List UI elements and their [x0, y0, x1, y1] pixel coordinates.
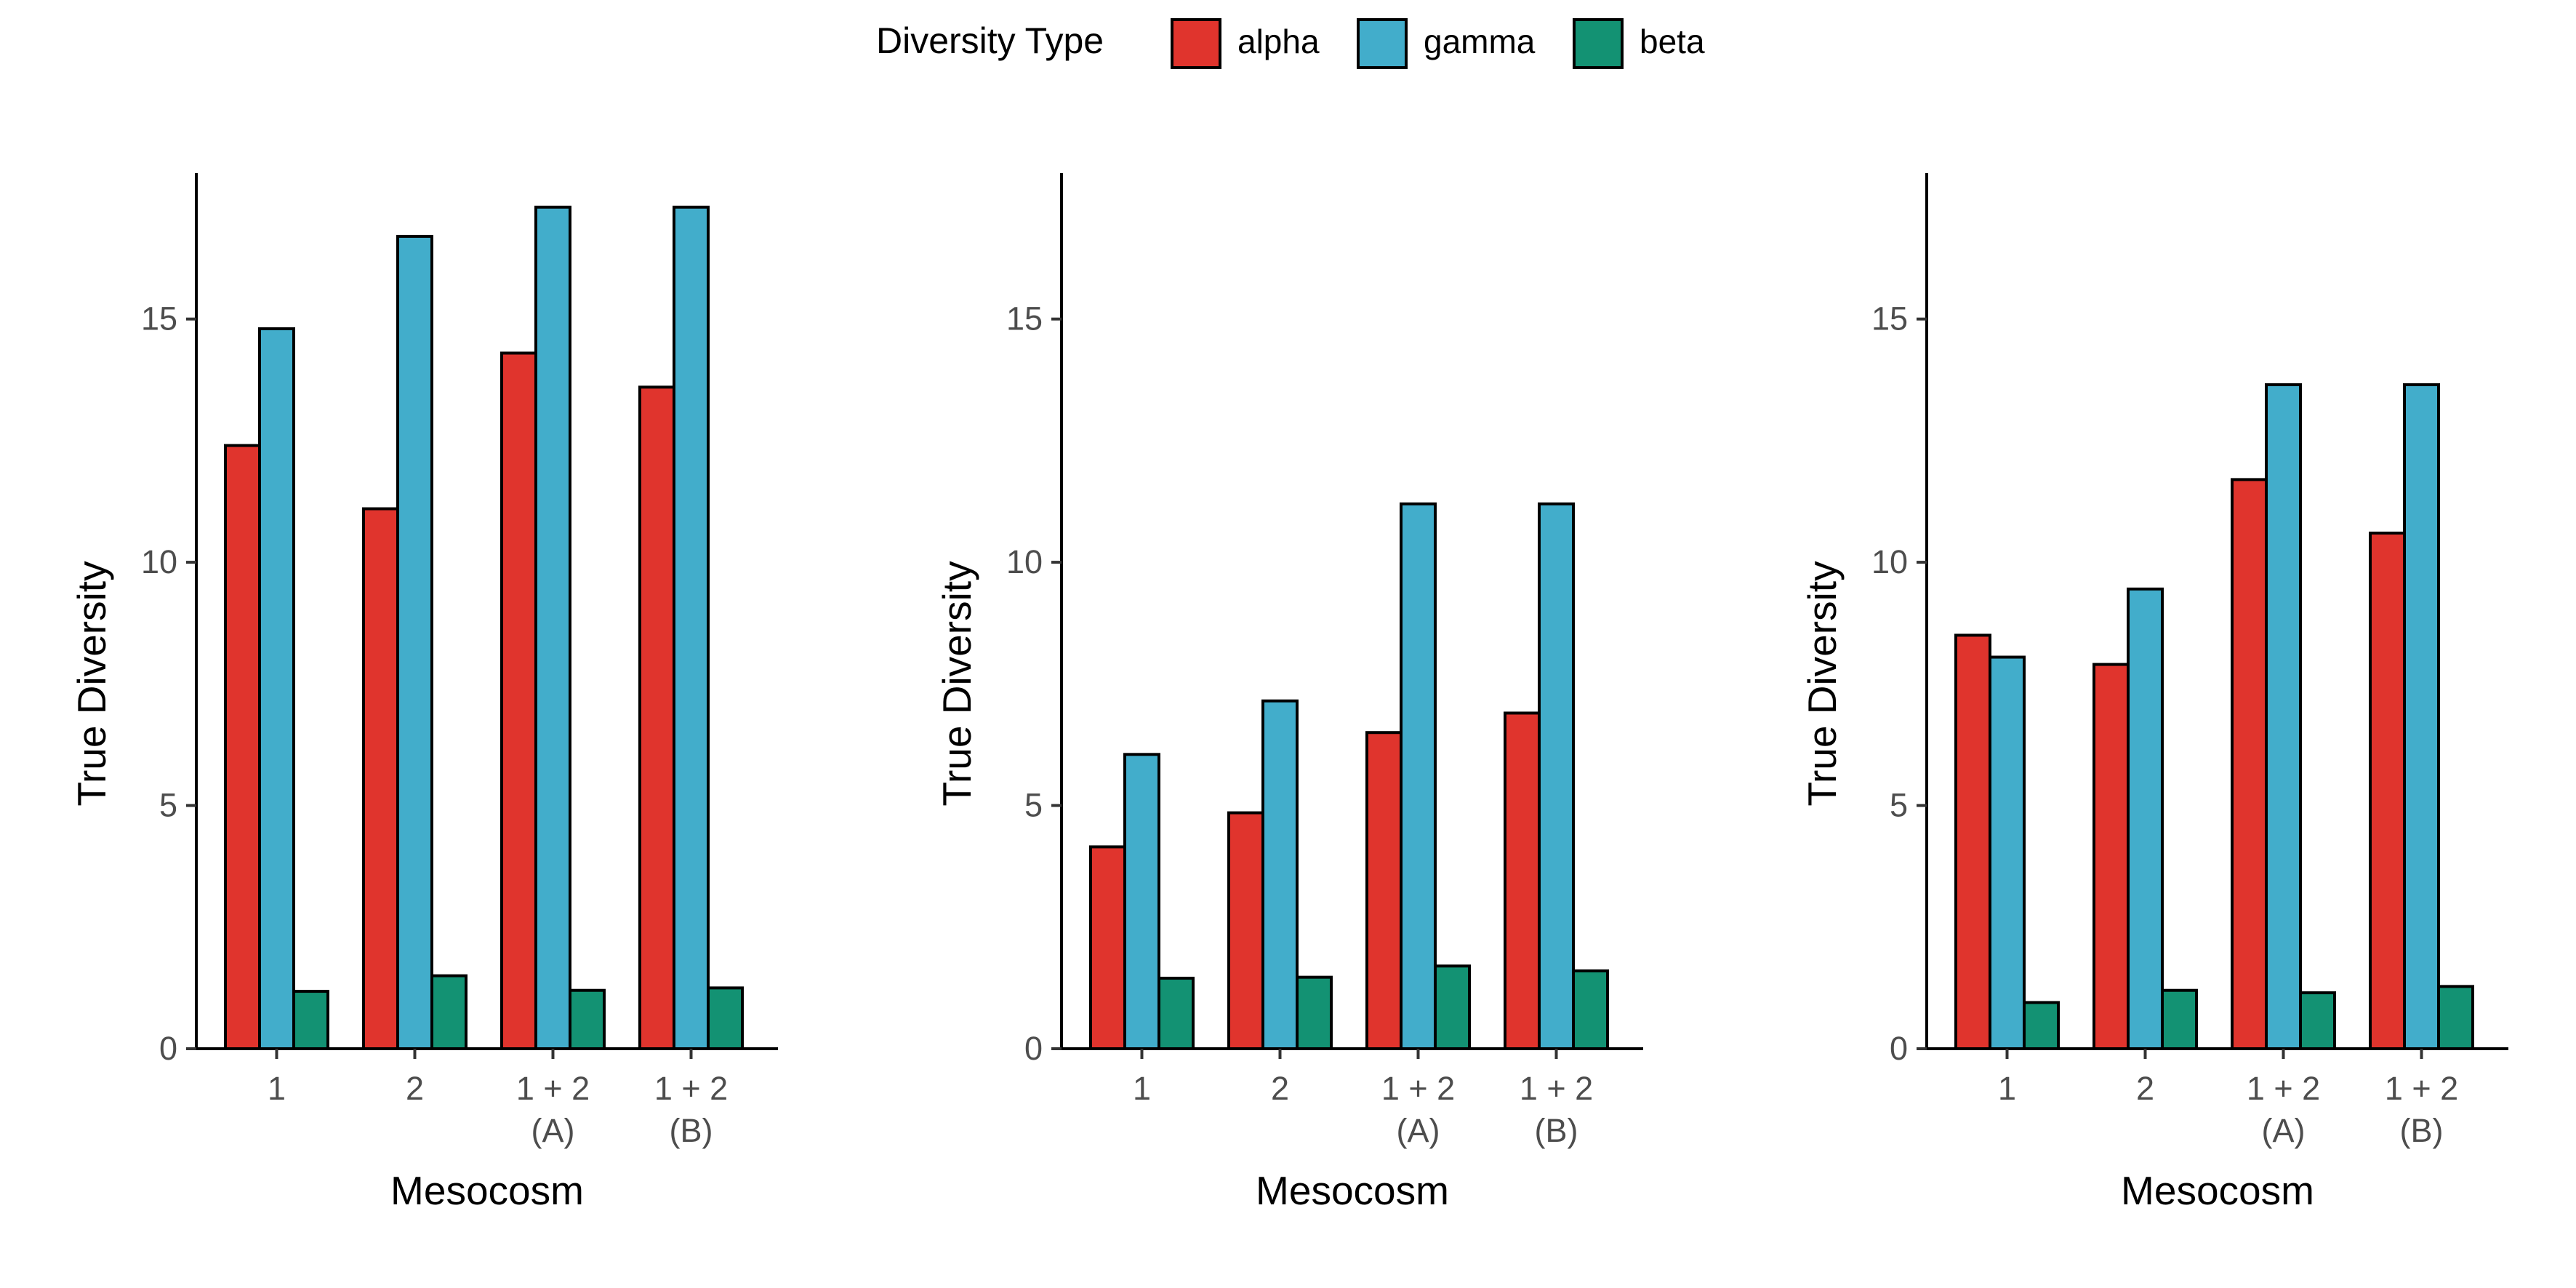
bar-alpha-2: [1227, 811, 1264, 1050]
x-axis-title: Mesocosm: [1256, 1168, 1449, 1213]
legend-title: Diversity Type: [876, 20, 1104, 61]
bar-beta-3: [569, 988, 606, 1050]
y-tick-label: 15: [1871, 300, 1908, 337]
bar-beta-1: [2023, 1001, 2060, 1051]
legend-swatch-gamma: [1357, 18, 1408, 69]
x-tick-label: 1 + 2 (B): [1520, 1070, 1593, 1149]
panel-3: 0 5 10 15 1 2 1 + 2 (A) 1 + 2 (B) Mesocosm True Div…: [1799, 173, 2508, 1213]
bar-alpha-3: [1365, 731, 1403, 1050]
bar-alpha-2: [362, 507, 399, 1050]
x-tick-label: 1 + 2 (A): [1381, 1070, 1455, 1149]
bar-alpha-1: [1954, 633, 1991, 1050]
legend-item-beta: beta: [1573, 18, 1705, 69]
x-axis-title: Mesocosm: [2121, 1168, 2314, 1213]
y-tick-label: 5: [1890, 787, 1908, 824]
bar-beta-1: [292, 990, 329, 1051]
bar-beta-2: [2161, 988, 2198, 1050]
x-tick-label: 2: [2136, 1070, 2154, 1107]
bar-beta-3: [2299, 991, 2336, 1050]
x-tick-label: 1 + 2 (B): [654, 1070, 728, 1149]
bar-gamma-2: [2127, 587, 2164, 1050]
bar-alpha-1: [224, 444, 261, 1050]
y-tick-label: 0: [1890, 1030, 1908, 1067]
panel-2: 0 5 10 15 1 2 1 + 2 (A) 1 + 2 (B) Mesocosm True Div…: [934, 173, 1643, 1213]
y-tick-label: 5: [1024, 787, 1043, 824]
y-tick-label: 10: [141, 543, 177, 580]
bar-beta-4: [707, 986, 744, 1051]
y-axis-title: True Diversity: [1799, 561, 1845, 807]
bar-gamma-4: [2403, 383, 2440, 1050]
x-axis-title: Mesocosm: [390, 1168, 584, 1213]
bar-gamma-1: [1989, 655, 2026, 1050]
bar-beta-4: [2437, 985, 2474, 1050]
bar-beta-2: [430, 974, 468, 1050]
bar-beta-1: [1157, 977, 1195, 1050]
bar-beta-2: [1296, 975, 1333, 1051]
y-tick-label: 0: [159, 1030, 177, 1067]
y-tick-label: 0: [1024, 1030, 1043, 1067]
bar-alpha-4: [1504, 711, 1541, 1050]
bar-gamma-3: [534, 205, 571, 1050]
legend-swatch-alpha: [1171, 18, 1221, 69]
legend-label-gamma: gamma: [1424, 23, 1536, 60]
bar-alpha-1: [1089, 845, 1126, 1051]
y-tick-label: 5: [159, 787, 177, 824]
bar-alpha-4: [2369, 531, 2406, 1050]
legend-label-beta: beta: [1640, 23, 1705, 60]
x-tick-label: 1 + 2 (A): [516, 1070, 590, 1149]
bars: [1954, 383, 2474, 1051]
bar-alpha-3: [500, 351, 537, 1050]
bars: [224, 205, 744, 1051]
x-tick-label: 1: [1133, 1070, 1151, 1107]
bar-gamma-4: [1538, 502, 1575, 1050]
y-tick-label: 15: [141, 300, 177, 337]
bar-alpha-2: [2093, 663, 2130, 1050]
bar-gamma-2: [396, 234, 433, 1050]
legend: Diversity Type alpha gamma beta: [876, 18, 1705, 69]
bar-beta-3: [1434, 964, 1471, 1051]
bar-alpha-4: [638, 385, 675, 1050]
bars: [1089, 502, 1609, 1051]
bar-beta-4: [1572, 969, 1609, 1051]
y-tick-label: 10: [1871, 543, 1908, 580]
x-tick-label: 1 + 2 (A): [2247, 1070, 2320, 1149]
bar-gamma-1: [258, 327, 295, 1050]
x-tick-label: 2: [406, 1070, 424, 1107]
y-axis-title: True Diversity: [934, 561, 979, 807]
x-tick-label: 1: [268, 1070, 286, 1107]
bar-gamma-4: [673, 205, 710, 1050]
panel-1: 0 5 10 15 1 2 1 + 2 (A) 1 + 2 (B) Mesocosm True Div…: [69, 173, 778, 1213]
y-axis-title: True Diversity: [69, 561, 114, 807]
bar-gamma-3: [2265, 383, 2302, 1050]
bar-gamma-3: [1400, 502, 1437, 1050]
legend-item-alpha: alpha: [1171, 18, 1320, 69]
legend-item-gamma: gamma: [1357, 18, 1536, 69]
x-tick-label: 2: [1271, 1070, 1289, 1107]
bar-alpha-3: [2231, 478, 2268, 1050]
y-tick-label: 10: [1006, 543, 1043, 580]
legend-label-alpha: alpha: [1237, 23, 1320, 60]
y-tick-label: 15: [1006, 300, 1043, 337]
x-tick-label: 1: [1998, 1070, 2016, 1107]
bar-gamma-2: [1261, 699, 1299, 1050]
legend-swatch-beta: [1573, 18, 1624, 69]
x-tick-label: 1 + 2 (B): [2385, 1070, 2458, 1149]
bar-gamma-1: [1123, 753, 1160, 1051]
